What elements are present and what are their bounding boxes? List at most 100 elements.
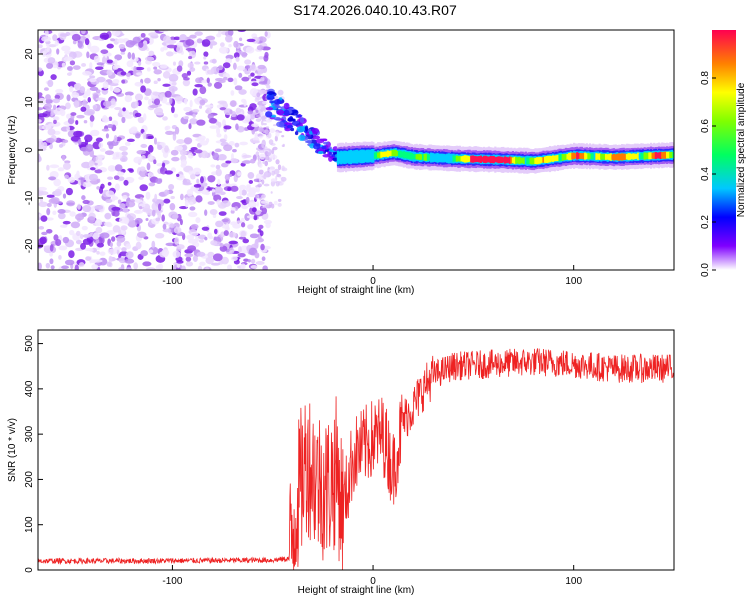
noise-speckle	[47, 128, 56, 136]
colorbar-gradient	[712, 30, 736, 270]
noise-speckle	[153, 66, 158, 70]
noise-speckle	[276, 173, 282, 178]
carrier-ridge-core	[423, 153, 426, 161]
carrier-ridge-core	[606, 154, 609, 160]
carrier-ridge-core	[667, 151, 670, 159]
noise-speckle	[136, 72, 143, 76]
noise-speckle	[128, 168, 134, 173]
noise-speckle	[151, 209, 156, 217]
noise-speckle	[134, 112, 142, 118]
noise-speckle	[45, 262, 51, 269]
noise-speckle	[264, 160, 269, 167]
noise-speckle	[148, 144, 154, 153]
noise-speckle	[134, 93, 143, 101]
carrier-ridge-core	[373, 152, 377, 159]
noise-speckle	[114, 106, 122, 111]
noise-speckle	[113, 175, 120, 180]
noise-speckle	[250, 258, 256, 264]
noise-speckle	[251, 82, 259, 87]
carrier-ridge-core	[365, 150, 369, 162]
noise-speckle	[154, 232, 165, 239]
carrier-ridge-core	[436, 155, 439, 161]
carrier-ridge-core	[487, 156, 491, 163]
noise-speckle	[99, 251, 106, 256]
carrier-ridge-core	[534, 157, 537, 164]
noise-speckle	[39, 236, 47, 245]
noise-speckle	[55, 88, 64, 94]
transition-blob	[304, 125, 309, 132]
noise-speckle	[171, 88, 175, 96]
noise-speckle	[73, 83, 80, 89]
noise-speckle	[254, 252, 260, 259]
noise-speckle	[205, 107, 212, 115]
noise-speckle	[155, 264, 162, 270]
y-tick-label: 400	[24, 380, 35, 397]
noise-speckle	[82, 71, 92, 76]
noise-speckle	[215, 168, 222, 177]
y-tick-label: 10	[24, 96, 35, 108]
carrier-ridge-core	[362, 150, 365, 162]
noise-speckle	[112, 225, 121, 233]
noise-speckle	[196, 119, 206, 126]
noise-speckle	[112, 78, 120, 84]
noise-speckle	[256, 92, 261, 98]
noise-speckle	[235, 107, 242, 115]
noise-speckle	[183, 77, 190, 81]
noise-speckle	[38, 97, 47, 105]
noise-speckle	[172, 133, 177, 141]
noise-speckle	[38, 262, 42, 270]
noise-speckle	[203, 61, 209, 65]
carrier-ridge-core	[524, 157, 527, 165]
noise-speckle	[196, 251, 206, 257]
carrier-ridge-core	[582, 152, 585, 160]
noise-speckle	[132, 36, 141, 45]
noise-speckle	[164, 145, 169, 153]
noise-speckle	[101, 128, 110, 132]
noise-speckle	[192, 167, 202, 175]
noise-speckle	[149, 104, 159, 109]
noise-speckle	[251, 123, 259, 128]
carrier-ridge-core	[407, 152, 410, 159]
noise-speckle	[165, 51, 174, 57]
noise-speckle	[194, 61, 201, 65]
carrier-ridge-core	[659, 151, 662, 159]
carrier-ridge-core	[588, 153, 592, 159]
noise-speckle	[43, 87, 49, 91]
noise-speckle	[182, 182, 192, 186]
noise-speckle	[260, 200, 269, 204]
carrier-ridge-core	[479, 155, 482, 163]
noise-speckle	[231, 256, 238, 262]
noise-speckle	[153, 159, 157, 165]
noise-speckle	[205, 35, 216, 41]
noise-speckle	[113, 87, 121, 93]
noise-speckle	[38, 186, 47, 191]
carrier-ridge-core	[641, 153, 645, 159]
carrier-ridge-core	[548, 155, 552, 163]
y-tick-label: 100	[24, 516, 35, 533]
noise-speckle	[136, 231, 147, 238]
noise-speckle	[277, 89, 284, 96]
carrier-ridge-core	[482, 155, 486, 163]
noise-speckle	[194, 84, 203, 88]
noise-speckle	[46, 62, 54, 69]
noise-speckle	[246, 215, 256, 219]
carrier-ridge-core	[428, 154, 431, 161]
noise-speckle	[173, 36, 181, 41]
noise-speckle	[75, 120, 79, 125]
noise-speckle	[55, 238, 62, 247]
noise-speckle	[259, 197, 262, 201]
noise-speckle	[121, 116, 126, 124]
noise-speckle	[199, 261, 206, 266]
carrier-ridge-core	[447, 155, 450, 162]
noise-speckle	[147, 98, 152, 106]
carrier-ridge-core	[627, 153, 630, 161]
noise-speckle	[58, 245, 68, 251]
carrier-ridge-core	[593, 153, 596, 160]
noise-speckle	[86, 51, 90, 59]
noise-speckle	[238, 246, 242, 253]
noise-speckle	[154, 193, 158, 202]
noise-speckle	[210, 164, 216, 168]
noise-speckle	[69, 211, 76, 217]
noise-speckle	[120, 51, 126, 55]
